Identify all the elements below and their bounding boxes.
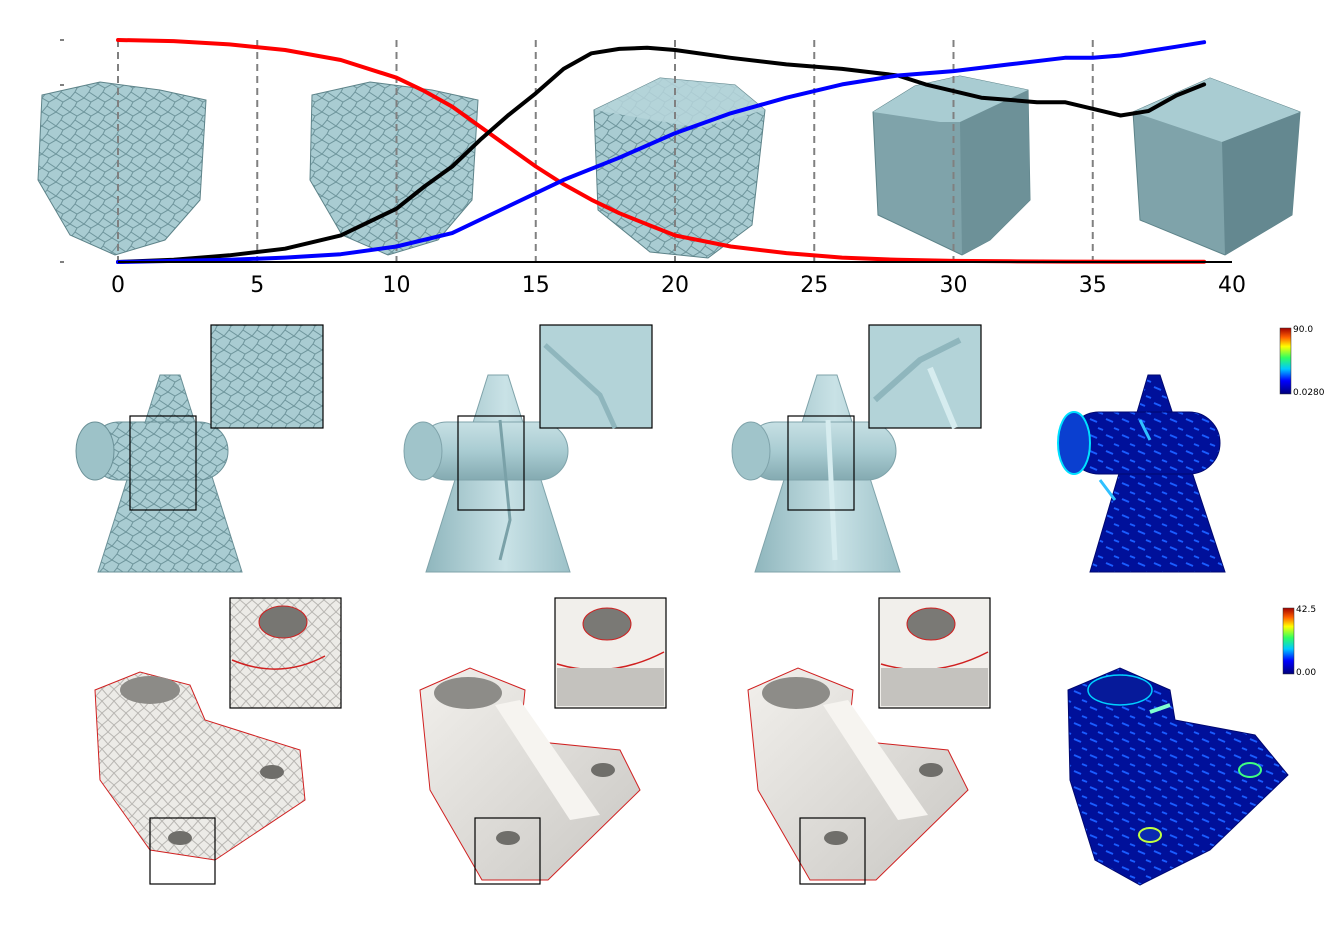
zoom-box [149,817,216,885]
cube-mesh-iter-10 [309,81,479,256]
x-tick-label: 0 [111,273,125,298]
colorbar-part-max: 42.5 [1296,605,1316,615]
colorbar-cone-min: 0.0280 [1293,388,1325,398]
x-tick-label: 25 [800,273,828,298]
zoom-box [129,415,197,511]
x-tick-label: 35 [1079,273,1107,298]
cone-cylinder-row: 90.0 0.0280 [75,324,1325,573]
series-line-0 [116,38,1207,264]
zoom-inset [868,324,982,429]
colorbar-cone-max: 90.0 [1293,325,1313,335]
x-tick-label: 15 [522,273,550,298]
mechanical-part-row: 42.5 0.00 [94,597,1316,886]
colorbar-part-min: 0.00 [1296,668,1316,678]
series-line-1 [116,45,1207,264]
x-tick-labels: 0 5 10 15 20 25 30 35 40 [111,273,1246,298]
cone-cylinder-method-a [403,324,653,573]
y-axis-ticks [60,39,64,263]
cube-mesh-iter-20 [593,77,766,259]
zoom-box [799,817,866,885]
zoom-box [474,817,541,885]
x-tick-label: 10 [383,273,411,298]
mechanical-part-noisy [94,597,342,885]
zoom-box [787,415,855,511]
x-tick-label: 5 [250,273,264,298]
mechanical-part-method-b [747,597,991,885]
x-tick-label: 30 [940,273,968,298]
series-lines [116,38,1207,264]
cube-mesh-iter-39 [1132,77,1301,256]
cube-mesh-iter-0 [37,81,207,256]
cone-cylinder-noisy [75,324,324,573]
mechanical-part-method-a [419,597,667,885]
colorbar-cone: 90.0 0.0280 [1279,325,1325,398]
series-line-2 [116,40,1207,264]
zoom-inset [539,324,653,429]
mechanical-part-error-map [1067,667,1289,886]
cone-cylinder-method-b [731,324,982,573]
x-tick-label: 40 [1218,273,1246,298]
grid-lines [117,40,1094,262]
convergence-plot: 0 5 10 15 20 25 30 35 40 [37,38,1301,298]
zoom-box [457,415,525,511]
cube-mesh-iter-30 [872,75,1031,256]
zoom-inset [210,324,324,429]
x-tick-label: 20 [661,273,689,298]
cone-cylinder-error-map [1057,374,1226,573]
cube-mesh-sequence [37,75,1301,259]
colorbar-part: 42.5 0.00 [1282,605,1316,678]
